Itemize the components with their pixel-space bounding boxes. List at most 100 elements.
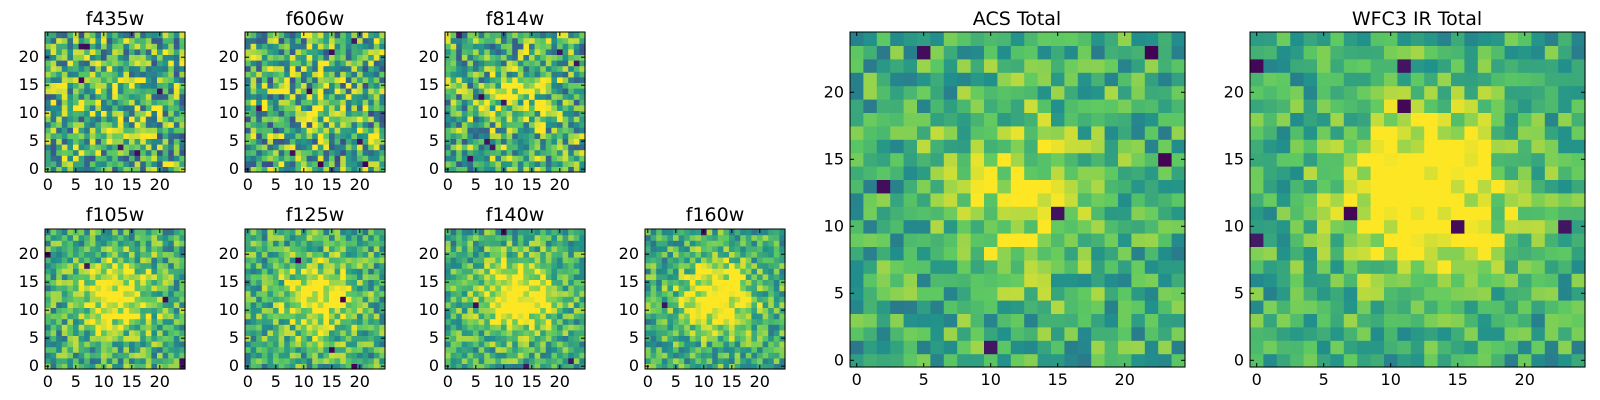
heatmap-cell <box>1171 246 1186 261</box>
heatmap-cell <box>706 296 713 303</box>
heatmap-cell <box>357 160 364 167</box>
heatmap-cell <box>573 341 580 348</box>
heatmap-cell <box>278 144 285 151</box>
heatmap-cell <box>173 279 180 286</box>
heatmap-cell <box>757 352 764 359</box>
heatmap-cell <box>473 37 480 44</box>
heatmap-cell <box>545 132 552 139</box>
heatmap-cell <box>112 116 119 123</box>
heatmap-cell <box>501 307 508 314</box>
heatmap-cell <box>145 65 152 72</box>
heatmap-cell <box>256 335 263 342</box>
heatmap-cell <box>323 335 330 342</box>
heatmap-cell <box>773 318 780 325</box>
heatmap-cell <box>84 127 91 134</box>
heatmap-cell <box>540 144 547 151</box>
heatmap-cell <box>261 329 268 336</box>
heatmap-cell <box>317 144 324 151</box>
heatmap-cell <box>573 268 580 275</box>
heatmap-cell <box>362 32 369 39</box>
heatmap-cell <box>329 104 336 111</box>
heatmap-cell <box>667 352 674 359</box>
heatmap-cell <box>117 149 124 156</box>
heatmap-cell <box>112 363 119 370</box>
heatmap-cell <box>557 76 564 83</box>
heatmap-cell <box>573 363 580 370</box>
heatmap-cell <box>151 335 158 342</box>
heatmap-cell <box>495 149 502 156</box>
heatmap-cell <box>467 76 474 83</box>
heatmap-cell <box>50 229 57 236</box>
heatmap-cell <box>345 132 352 139</box>
heatmap-cell <box>256 43 263 50</box>
heatmap-cell <box>357 296 364 303</box>
heatmap-cell <box>256 104 263 111</box>
heatmap-cell <box>373 279 380 286</box>
heatmap-cell <box>145 279 152 286</box>
heatmap-cell <box>368 262 375 269</box>
heatmap-cell <box>123 93 130 100</box>
heatmap-cell <box>943 326 958 341</box>
heatmap-cell <box>573 88 580 95</box>
heatmap-cell <box>1118 246 1132 261</box>
heatmap-cell <box>162 37 169 44</box>
heatmap-cell <box>1077 219 1092 234</box>
heatmap-cell <box>106 290 113 297</box>
heatmap-cell <box>312 149 319 156</box>
heatmap-cell <box>245 132 252 139</box>
heatmap-cell <box>523 138 530 145</box>
heatmap-cell <box>289 149 296 156</box>
heatmap-cell <box>95 160 102 167</box>
heatmap-cell <box>917 300 931 314</box>
heatmap-cell <box>734 318 741 325</box>
heatmap-cell <box>568 240 575 247</box>
heatmap-cell <box>523 121 530 128</box>
heatmap-cell <box>850 233 864 247</box>
heatmap-cell <box>84 54 91 61</box>
heatmap-cell <box>261 60 268 67</box>
heatmap-cell <box>568 144 575 151</box>
heatmap-cell <box>740 346 747 353</box>
heatmap-cell <box>501 155 508 162</box>
heatmap-cell <box>173 144 180 151</box>
heatmap-cell <box>173 240 180 247</box>
heatmap-cell <box>903 219 918 234</box>
heatmap-cell <box>284 313 291 320</box>
heatmap-cell <box>450 240 457 247</box>
heatmap-cell <box>78 257 85 264</box>
heatmap-cell <box>301 71 308 78</box>
heatmap-cell <box>334 251 341 258</box>
heatmap-cell <box>278 82 285 89</box>
heatmap-cell <box>56 245 63 252</box>
heatmap-cell <box>368 240 375 247</box>
heatmap-cell <box>273 71 280 78</box>
heatmap-cell <box>512 262 519 269</box>
heatmap-cell <box>245 71 252 78</box>
heatmap-cell <box>78 88 85 95</box>
heatmap-cell <box>540 71 547 78</box>
heatmap-cell <box>134 48 141 55</box>
heatmap-cell <box>645 268 652 275</box>
heatmap-cell <box>673 313 680 320</box>
heatmap-cell <box>50 363 57 370</box>
heatmap-cell <box>1010 233 1025 247</box>
heatmap-cell <box>73 285 80 292</box>
heatmap-cell <box>551 48 558 55</box>
heatmap-cell <box>373 132 380 139</box>
heatmap-cell <box>540 352 547 359</box>
heatmap-cell <box>301 104 308 111</box>
heatmap-cell <box>757 290 764 297</box>
heatmap-cell <box>540 240 547 247</box>
heatmap-cell <box>56 229 63 236</box>
heatmap-cell <box>273 245 280 252</box>
heatmap-cell <box>295 346 302 353</box>
heatmap-cell <box>762 313 769 320</box>
heatmap-cell <box>301 234 308 241</box>
heatmap-cell <box>89 335 96 342</box>
heatmap-cell <box>84 104 91 111</box>
heatmap-cell <box>306 37 313 44</box>
heatmap-cell <box>123 155 130 162</box>
heatmap-cell <box>368 251 375 258</box>
heatmap-cell <box>970 353 985 368</box>
